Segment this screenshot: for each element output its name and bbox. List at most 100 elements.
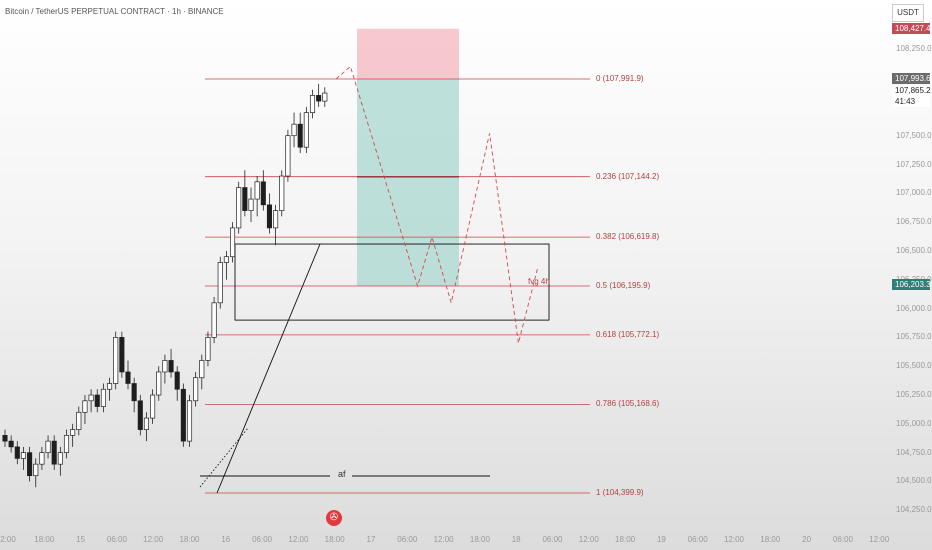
price-tick-label: 104,500.0 <box>896 476 932 486</box>
time-tick-label: 06:00 <box>687 535 708 544</box>
time-tick-label: 06:00 <box>106 535 127 544</box>
fib-level-label: 0.618 (105,772.1) <box>596 329 660 339</box>
candle-body <box>260 181 266 206</box>
candle-body <box>242 187 248 211</box>
time-tick-label: 12:00 <box>433 535 454 544</box>
candle-body <box>51 440 57 465</box>
time-tick-label: 12:00 <box>869 535 890 544</box>
candle-body <box>223 256 229 263</box>
candle-body <box>162 360 168 373</box>
time-tick-label: 15 <box>76 535 86 544</box>
candle-body <box>106 383 113 390</box>
price-tick-label: 105,750.0 <box>896 332 932 342</box>
time-tick-label: 12:00 <box>723 535 745 544</box>
candle-body <box>131 383 137 402</box>
time-tick-label: 18:00 <box>760 535 781 544</box>
candle-body <box>254 181 260 200</box>
tradingview-logo-icon[interactable]: ✇ <box>326 510 342 526</box>
time-tick-label: 18:00 <box>179 535 200 544</box>
candle-body <box>322 92 328 102</box>
candle-body <box>8 440 14 448</box>
price-tick-label: 107,000.0 <box>896 188 932 198</box>
time-tick-label: 12:00 <box>288 535 309 544</box>
time-tick-label: 12:00 <box>143 535 164 544</box>
price-tick-label: 106,000.0 <box>896 303 932 313</box>
candle-body <box>27 452 33 477</box>
chart-title: Bitcoin / TetherUS PERPETUAL CONTRACT · … <box>5 7 224 16</box>
candle-body <box>248 198 254 211</box>
candle-body <box>174 371 180 390</box>
price-tick-label: 105,000.0 <box>896 418 932 428</box>
candle-body <box>211 302 217 338</box>
dotted-guide-line[interactable] <box>199 427 249 488</box>
time-tick-label: 2:00 <box>0 535 16 544</box>
fvg-zone-label: fvg 4h <box>528 277 550 286</box>
fib-level-label: 0.5 (106,195.9) <box>596 281 651 290</box>
last-price-label: 107,993.6 <box>892 72 931 84</box>
candle-body <box>193 377 199 402</box>
candle-body <box>45 440 51 453</box>
candle-body <box>14 446 20 459</box>
candle-body <box>119 337 125 373</box>
price-chart[interactable] <box>0 0 890 530</box>
position-target-zone[interactable] <box>357 79 459 286</box>
candle-countdown-label: 41:43 <box>892 95 930 107</box>
time-tick-label: 17 <box>366 535 376 544</box>
stop-price-label: 108,427.4 <box>892 22 931 34</box>
candle-body <box>82 400 88 413</box>
candle-body <box>70 429 76 436</box>
candle-body <box>273 210 279 229</box>
candle-body <box>230 227 236 258</box>
candle-body <box>156 371 162 396</box>
price-tick-label: 108,250.0 <box>896 44 932 54</box>
currency-badge[interactable]: USDT <box>892 4 924 22</box>
candle-body <box>39 452 45 465</box>
price-axis[interactable]: 108,250.0 107,500.0 107,250.0 107,000.0 106,… <box>890 0 932 530</box>
time-tick-label: 16 <box>221 535 231 544</box>
time-tick-label: 18:00 <box>324 535 345 544</box>
candle-body <box>297 123 303 148</box>
candle-body <box>199 360 205 379</box>
time-tick-label: 18:00 <box>615 535 636 544</box>
price-tick-label: 104,250.0 <box>896 505 932 515</box>
candle-body <box>113 337 119 384</box>
trend-line[interactable] <box>216 243 321 494</box>
candle-body <box>76 411 82 430</box>
candle-body <box>100 388 106 407</box>
time-axis[interactable]: 2:00 18:00 15 06:00 12:00 18:00 16 06:00 12:00 18… <box>0 530 890 550</box>
candle-body <box>57 452 63 465</box>
projection-path[interactable] <box>335 65 539 344</box>
candle-body <box>316 95 322 102</box>
time-tick-label: 19 <box>656 535 666 544</box>
candle-body <box>150 394 156 419</box>
fib-level-label: 0.786 (105,168.6) <box>596 399 660 409</box>
current-price-label: 107,865.2 <box>892 84 931 96</box>
candle-body <box>186 400 193 442</box>
price-tick-label: 105,500.0 <box>896 361 932 371</box>
price-tick-label: 107,250.0 <box>896 159 932 169</box>
candle-body <box>125 371 131 384</box>
candle-body <box>217 262 223 304</box>
time-tick-label: 06:00 <box>397 535 418 544</box>
candle-body <box>20 452 27 459</box>
fvg-zone-box[interactable] <box>234 243 550 321</box>
fib-level-label: 0.236 (107,144.2) <box>596 171 660 181</box>
price-tick-label: 106,750.0 <box>896 217 932 227</box>
price-tick-label: 106,500.0 <box>896 245 932 255</box>
candle-body <box>88 394 94 402</box>
candle-body <box>94 394 100 407</box>
position-stop-zone[interactable] <box>357 28 459 79</box>
candle-body <box>33 463 39 477</box>
price-tick-label: 104,750.0 <box>896 447 932 457</box>
fvg-price-label: 106,203.3 <box>892 279 931 291</box>
candle-body <box>168 360 174 373</box>
candle-body <box>266 204 273 229</box>
time-tick-label: 18 <box>511 535 521 544</box>
time-tick-label: 18:00 <box>34 535 55 544</box>
fib-level-label: 1 (104,399.9) <box>596 488 644 497</box>
candle-body <box>236 187 242 229</box>
time-tick-label: 18:00 <box>469 535 490 544</box>
candle-body <box>180 388 186 442</box>
candle-body <box>63 435 70 453</box>
